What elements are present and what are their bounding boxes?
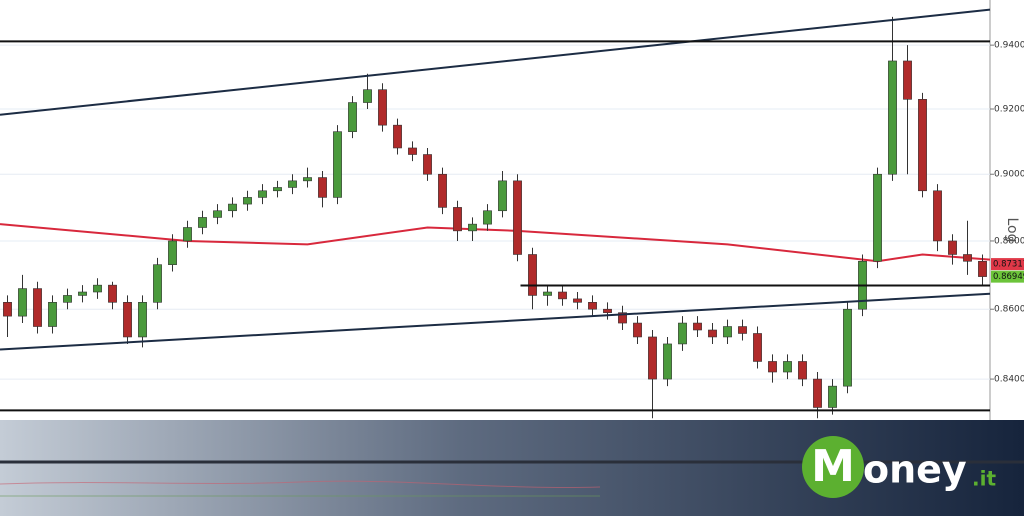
candle-body [288, 180, 297, 188]
price-label-box [991, 258, 1024, 271]
candle-body [528, 254, 537, 296]
candle-body [813, 378, 822, 408]
candle-body [318, 177, 327, 198]
candle-body [423, 154, 432, 175]
candle-body [513, 180, 522, 255]
candle-body [903, 60, 912, 100]
y-axis-label: Log [1004, 217, 1020, 242]
candle-body [978, 260, 987, 277]
candle-body [33, 288, 42, 327]
candle-body [303, 177, 312, 182]
price-label-box [991, 270, 1024, 283]
y-tick-label: 0.84000 [994, 375, 1024, 385]
candle-body [498, 180, 507, 212]
candle-body [63, 295, 72, 303]
candle-body [468, 223, 477, 232]
candle-body [633, 322, 642, 338]
logo-suffix: .it [972, 467, 996, 491]
candle-body [873, 173, 882, 262]
candle-body [483, 210, 492, 225]
candle-body [3, 302, 12, 317]
candle-body [573, 298, 582, 303]
candle-body [828, 385, 837, 408]
price-label: 0.86949 [993, 272, 1024, 282]
candle-body [108, 284, 117, 303]
candle-body [123, 302, 132, 338]
candle-body [153, 264, 162, 303]
candle-body [603, 308, 612, 313]
candle-body [918, 99, 927, 192]
candle-body [78, 291, 87, 296]
candle-body [753, 333, 762, 362]
candle-body [213, 210, 222, 218]
candle-body [933, 190, 942, 242]
candle-body [648, 336, 657, 380]
candle-body [888, 60, 897, 175]
candle-body [348, 102, 357, 132]
candle-body [138, 302, 147, 338]
candle-body [228, 203, 237, 212]
price-label: 0.87317 [993, 260, 1024, 270]
candle-body [393, 124, 402, 149]
candle-body [783, 361, 792, 373]
candle-body [678, 322, 687, 345]
candle-body [363, 89, 372, 103]
candle-body [438, 173, 447, 208]
candle-body [378, 89, 387, 126]
candle-body [183, 227, 192, 242]
candle-body [48, 302, 57, 327]
candle-body [843, 308, 852, 387]
logo-circle [802, 436, 864, 498]
trend-line [0, 292, 991, 351]
candle-body [273, 187, 282, 192]
candle-body [588, 302, 597, 310]
candle-body [408, 147, 417, 155]
candle-body [558, 291, 567, 300]
candle-body [768, 361, 777, 373]
candle-body [168, 240, 177, 265]
indicator-trace [0, 480, 601, 488]
candle-body [93, 284, 102, 293]
candle-body [198, 217, 207, 228]
candle-body [18, 288, 27, 317]
candle-body [693, 322, 702, 331]
candle-body [663, 343, 672, 380]
candle-body [618, 312, 627, 324]
candle-body [333, 131, 342, 198]
candle-body [258, 190, 267, 198]
candle-body [708, 329, 717, 338]
candle-body [453, 207, 462, 232]
candle-body [738, 326, 747, 334]
logo-text: oney [863, 448, 967, 492]
trend-line [0, 8, 991, 116]
candle-body [948, 240, 957, 255]
candle-body [798, 361, 807, 380]
candle-body [723, 326, 732, 338]
candle-body [543, 291, 552, 296]
candle-body [243, 197, 252, 205]
candle-body [963, 254, 972, 262]
logo-initial: M [811, 441, 855, 492]
